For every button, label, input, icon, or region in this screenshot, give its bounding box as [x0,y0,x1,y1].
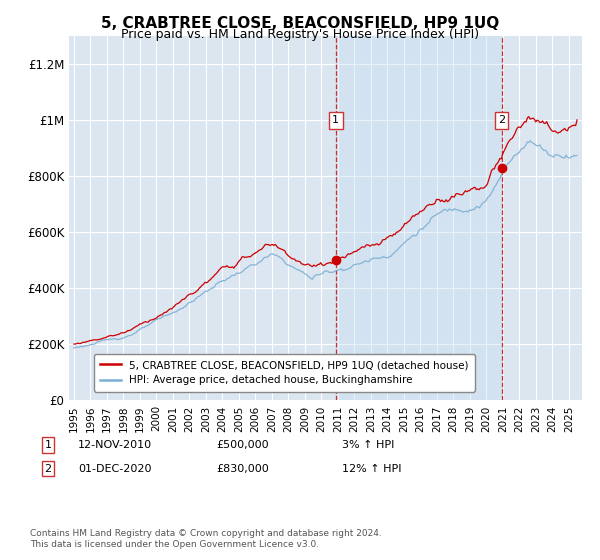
Text: £830,000: £830,000 [216,464,269,474]
Text: 2: 2 [44,464,52,474]
Text: 12% ↑ HPI: 12% ↑ HPI [342,464,401,474]
Text: Price paid vs. HM Land Registry's House Price Index (HPI): Price paid vs. HM Land Registry's House … [121,28,479,41]
Text: Contains HM Land Registry data © Crown copyright and database right 2024.
This d: Contains HM Land Registry data © Crown c… [30,529,382,549]
Text: 01-DEC-2020: 01-DEC-2020 [78,464,151,474]
Bar [336,36,502,400]
Text: 5, CRABTREE CLOSE, BEACONSFIELD, HP9 1UQ: 5, CRABTREE CLOSE, BEACONSFIELD, HP9 1UQ [101,16,499,31]
Text: 12-NOV-2010: 12-NOV-2010 [78,440,152,450]
Text: 3% ↑ HPI: 3% ↑ HPI [342,440,394,450]
Text: £500,000: £500,000 [216,440,269,450]
Text: 1: 1 [44,440,52,450]
Text: 1: 1 [332,115,339,125]
Text: 2: 2 [498,115,505,125]
Legend: 5, CRABTREE CLOSE, BEACONSFIELD, HP9 1UQ (detached house), HPI: Average price, d: 5, CRABTREE CLOSE, BEACONSFIELD, HP9 1UQ… [94,354,475,391]
